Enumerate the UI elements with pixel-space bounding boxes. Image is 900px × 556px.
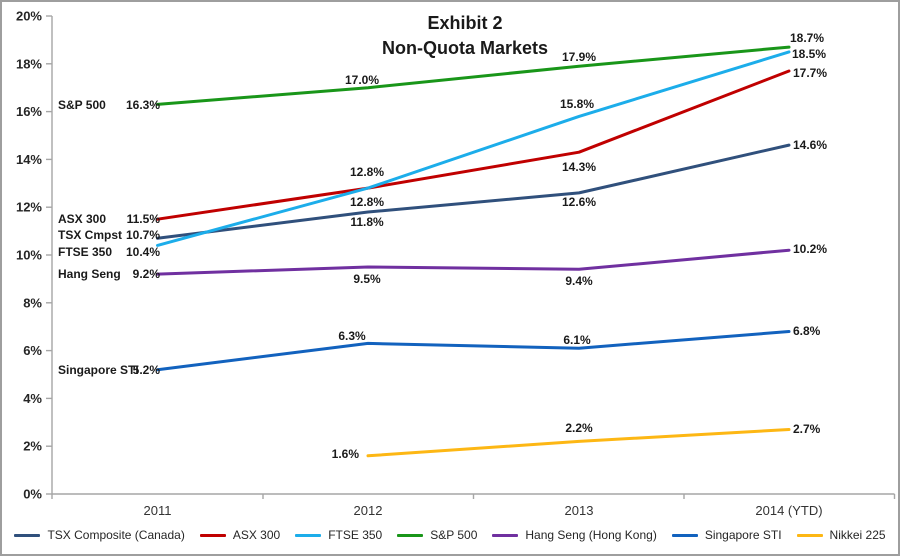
legend-color-swatch-icon bbox=[671, 533, 698, 537]
legend-color-swatch-icon bbox=[295, 533, 322, 537]
data-label-s-p-500-1: 17.0% bbox=[345, 73, 379, 87]
data-label-hang-seng-hong-kong-1: 9.5% bbox=[353, 272, 381, 286]
y-axis-label: 18% bbox=[16, 56, 42, 71]
x-axis-label: 2014 (YTD) bbox=[755, 503, 822, 518]
legend-item-ftse-350: FTSE 350 bbox=[295, 528, 382, 542]
legend-item-hang-seng-hong-kong: Hang Seng (Hong Kong) bbox=[492, 528, 657, 542]
series-left-label-tsx-composite-canada: TSX Cmpst bbox=[58, 228, 122, 242]
y-axis-label: 0% bbox=[23, 487, 42, 502]
legend-color-swatch-icon bbox=[397, 533, 424, 537]
data-label-asx-300-1: 12.8% bbox=[350, 195, 384, 209]
series-line-nikkei-225 bbox=[366, 428, 791, 458]
x-axis-label: 2012 bbox=[354, 503, 383, 518]
data-label-tsx-composite-canada-3: 14.6% bbox=[793, 138, 827, 152]
data-label-ftse-350-3: 18.5% bbox=[792, 47, 826, 61]
series-line-asx-300 bbox=[156, 69, 791, 221]
data-label-asx-300-2: 14.3% bbox=[562, 160, 596, 174]
y-axis-label: 10% bbox=[16, 248, 42, 263]
legend-color-swatch-icon bbox=[199, 533, 226, 537]
series-line-hang-seng-hong-kong bbox=[156, 248, 791, 276]
legend-item-tsx-composite-canada: TSX Composite (Canada) bbox=[14, 528, 185, 542]
data-label-asx-300-3: 17.7% bbox=[793, 66, 827, 80]
data-label-tsx-composite-canada-1: 11.8% bbox=[350, 215, 384, 229]
data-label-ftse-350-2: 15.8% bbox=[560, 97, 594, 111]
data-label-hang-seng-hong-kong-2: 9.4% bbox=[565, 274, 593, 288]
legend-item-label: ASX 300 bbox=[232, 528, 281, 542]
legend-color-swatch-icon bbox=[796, 533, 823, 537]
data-label-nikkei-225-1: 1.6% bbox=[332, 447, 360, 461]
series-left-label-ftse-350: FTSE 350 bbox=[58, 245, 112, 259]
series-line-ftse-350 bbox=[156, 50, 791, 247]
y-axis-label: 12% bbox=[16, 200, 42, 215]
data-label-singapore-sti-1: 6.3% bbox=[338, 329, 366, 343]
data-label-tsx-composite-canada-0: 10.7% bbox=[126, 228, 160, 242]
data-label-ftse-350-1: 12.8% bbox=[350, 165, 384, 179]
series-line-singapore-sti bbox=[156, 330, 791, 372]
series-left-label-s-p-500: S&P 500 bbox=[58, 98, 106, 112]
series-left-label-singapore-sti: Singapore STI bbox=[58, 363, 139, 377]
series-line-s-p-500 bbox=[156, 45, 791, 106]
series-left-label-asx-300: ASX 300 bbox=[58, 212, 106, 226]
data-label-asx-300-0: 11.5% bbox=[127, 212, 161, 226]
y-axis-label: 6% bbox=[23, 343, 42, 358]
y-axis-label: 4% bbox=[23, 391, 42, 406]
series-line-tsx-composite-canada bbox=[156, 143, 791, 240]
y-axis-label: 20% bbox=[16, 9, 42, 24]
data-label-s-p-500-0: 16.3% bbox=[126, 98, 160, 112]
y-axis-label: 16% bbox=[16, 104, 42, 119]
y-axis-label: 14% bbox=[16, 152, 42, 167]
data-label-ftse-350-0: 10.4% bbox=[126, 245, 160, 259]
data-label-tsx-composite-canada-2: 12.6% bbox=[562, 195, 596, 209]
data-label-nikkei-225-3: 2.7% bbox=[793, 422, 821, 436]
legend-item-label: TSX Composite (Canada) bbox=[47, 528, 185, 542]
y-axis-label: 8% bbox=[23, 295, 42, 310]
legend-item-label: S&P 500 bbox=[430, 528, 478, 542]
data-label-s-p-500-3: 18.7% bbox=[790, 31, 824, 45]
legend-item-s-p-500: S&P 500 bbox=[397, 528, 477, 542]
legend-item-label: Hang Seng (Hong Kong) bbox=[525, 528, 657, 542]
legend-item-asx-300: ASX 300 bbox=[199, 528, 281, 542]
data-label-singapore-sti-0: 5.2% bbox=[133, 363, 161, 377]
x-axis-label: 2011 bbox=[144, 503, 172, 518]
x-axis-label: 2013 bbox=[565, 503, 594, 518]
y-axis-label: 2% bbox=[23, 439, 42, 454]
legend-item-label: Singapore STI bbox=[704, 528, 782, 542]
series-left-label-hang-seng-hong-kong: Hang Seng bbox=[58, 267, 121, 281]
data-label-nikkei-225-2: 2.2% bbox=[565, 421, 593, 435]
legend-color-swatch-icon bbox=[492, 533, 519, 537]
legend-item-label: Nikkei 225 bbox=[829, 528, 886, 542]
legend-item-label: FTSE 350 bbox=[328, 528, 383, 542]
data-label-singapore-sti-3: 6.8% bbox=[793, 324, 821, 338]
legend-item-singapore-sti: Singapore STI bbox=[671, 528, 782, 542]
data-label-hang-seng-hong-kong-0: 9.2% bbox=[133, 267, 161, 281]
legend-item-nikkei-225: Nikkei 225 bbox=[796, 528, 886, 542]
legend: TSX Composite (Canada) ASX 300 FTSE 350 S&P… bbox=[2, 528, 898, 542]
data-label-hang-seng-hong-kong-3: 10.2% bbox=[793, 242, 827, 256]
data-label-s-p-500-2: 17.9% bbox=[562, 50, 596, 64]
data-label-singapore-sti-2: 6.1% bbox=[563, 333, 591, 347]
legend-color-swatch-icon bbox=[14, 533, 41, 537]
